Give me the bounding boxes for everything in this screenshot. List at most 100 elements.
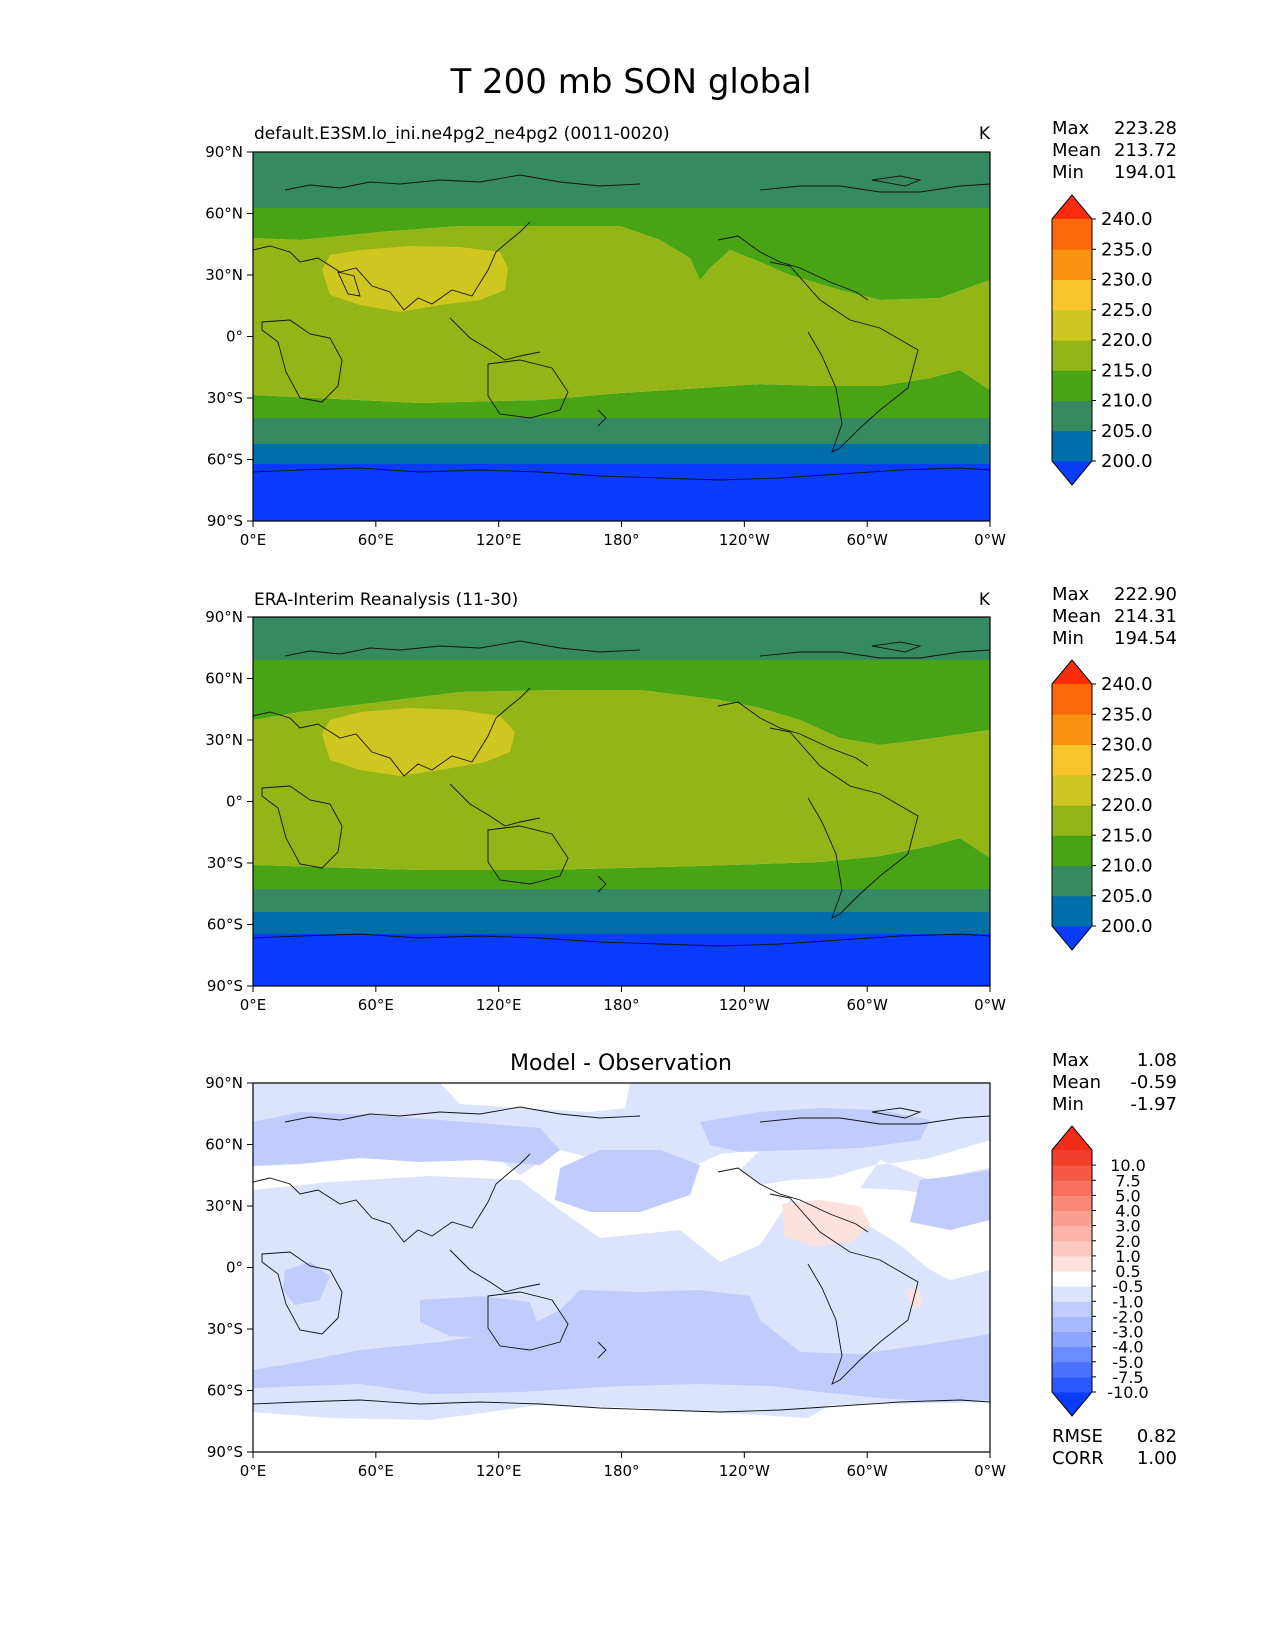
colorbar-tick-label: 1.0 xyxy=(1115,1247,1140,1266)
y-tick-label: 30°S xyxy=(207,1320,243,1338)
colorbar-reference: 240.0 235.0 230.0 225.0 220.0 215.0 210.0 205.0… xyxy=(1051,659,1153,951)
metrics-difference: RMSE 0.82 CORR 1.00 xyxy=(1052,1426,1177,1469)
colorbar-tick-label: 220.0 xyxy=(1101,795,1153,816)
diff-blue-n-pacific xyxy=(555,1150,700,1212)
axes-test: 0°E 60°E 120°E 180° 120°W 60°W 0°W 90°N 60°N 30°N… xyxy=(205,143,1006,549)
colorbar-segment xyxy=(1052,684,1092,715)
stats-test: Max 223.28 Mean 213.72 Min 194.01 xyxy=(1052,118,1177,183)
colorbar-segment xyxy=(1052,400,1092,432)
y-tick-label: 90°S xyxy=(207,1443,243,1461)
panel-difference-title: Model - Observation xyxy=(510,1051,732,1076)
stat-value-min: 194.54 xyxy=(1114,628,1177,649)
colorbar-segment xyxy=(1052,714,1092,745)
colorbar-tick-label: 210.0 xyxy=(1101,391,1153,412)
band-200-205 xyxy=(253,912,990,934)
colorbar-tick-label: 215.0 xyxy=(1101,825,1153,846)
colorbar-tick-label: -10.0 xyxy=(1107,1383,1148,1402)
colorbar-segment xyxy=(1052,1271,1092,1287)
colorbar-tick-label: 205.0 xyxy=(1101,886,1153,907)
diff-white-north xyxy=(440,1083,630,1112)
colorbar-segment xyxy=(1052,370,1092,401)
y-tick-label: 90°S xyxy=(207,977,243,995)
colorbar-tick-label: -3.0 xyxy=(1112,1323,1143,1342)
metric-label-rmse: RMSE xyxy=(1052,1426,1103,1447)
colorbar-tick-label: 7.5 xyxy=(1115,1171,1140,1190)
axes-reference: 0°E 60°E 120°E 180° 120°W 60°W 0°W 90°N 60°N 30°N… xyxy=(205,608,1006,1014)
panel-reference-units: K xyxy=(979,590,991,610)
colorbar-segment xyxy=(1052,895,1092,927)
colorbar-segment xyxy=(1052,1150,1092,1166)
colorbar-tick-label: 220.0 xyxy=(1101,330,1153,351)
colorbar-tick-label: -0.5 xyxy=(1112,1277,1143,1296)
stat-label-mean: Mean xyxy=(1052,140,1101,161)
colorbar-tick-label: 235.0 xyxy=(1101,704,1153,725)
diff-blue-north-atl xyxy=(253,1112,560,1166)
colorbar-tick-label: 4.0 xyxy=(1115,1202,1140,1221)
stat-label-min: Min xyxy=(1052,628,1084,649)
y-tick-label: 90°N xyxy=(205,143,243,161)
stat-label-max: Max xyxy=(1052,118,1090,139)
x-tick-label: 120°W xyxy=(719,531,770,549)
stat-value-mean: 213.72 xyxy=(1114,140,1177,161)
x-tick-label: 120°W xyxy=(719,996,770,1014)
stat-value-max: 1.08 xyxy=(1137,1050,1177,1071)
colorbar-segment xyxy=(1052,309,1092,341)
y-tick-label: 30°S xyxy=(207,854,243,872)
colorbar-segment xyxy=(1052,1316,1092,1332)
x-tick-label: 0°E xyxy=(240,996,267,1014)
figure-title: T 200 mb SON global xyxy=(449,62,811,102)
colorbar-segment xyxy=(1052,1180,1092,1196)
colorbar-tick-label: 3.0 xyxy=(1115,1217,1140,1236)
x-tick-label: 60°E xyxy=(358,996,394,1014)
colorbar-tick-label: -5.0 xyxy=(1112,1353,1143,1372)
colorbar-segment xyxy=(1052,1210,1092,1227)
y-tick-label: 30°N xyxy=(205,731,243,749)
colorbar-tick-label: 2.0 xyxy=(1115,1232,1140,1251)
colorbar-segment xyxy=(1052,774,1092,806)
colorbar-tick-label: 230.0 xyxy=(1101,270,1153,291)
panel-test: 0°E 60°E 120°E 180° 120°W 60°W 0°W 90°N 60°N 30°N… xyxy=(205,118,1177,549)
band-210-215-north xyxy=(253,190,990,300)
stats-difference: Max 1.08 Mean -0.59 Min -1.97 xyxy=(1052,1050,1177,1115)
coastlines-test xyxy=(253,174,990,481)
y-tick-label: 90°S xyxy=(207,512,243,530)
diff-blue-indian xyxy=(420,1296,540,1338)
colorbar-tick-label: -2.0 xyxy=(1112,1307,1143,1326)
colorbar-tick-label: 230.0 xyxy=(1101,735,1153,756)
colorbar-tick-label: 240.0 xyxy=(1101,674,1153,695)
y-tick-label: 60°S xyxy=(207,916,243,934)
band-205-210-south xyxy=(253,889,990,912)
colorbar-tick-label: 240.0 xyxy=(1101,209,1153,230)
colorbar-extend-low xyxy=(1052,461,1092,485)
colorbar-tick-label: 215.0 xyxy=(1101,360,1153,381)
colorbar-segment xyxy=(1052,249,1092,280)
panel-difference: 0°E 60°E 120°E 180° 120°W 60°W 0°W 90°N 60°N 30°N… xyxy=(205,1050,1177,1480)
tibet-220-225 xyxy=(322,246,508,312)
y-tick-label: 0° xyxy=(226,328,243,346)
panel-test-units: K xyxy=(979,124,991,144)
colorbar-tick-label: 235.0 xyxy=(1101,239,1153,260)
stats-reference: Max 222.90 Mean 214.31 Min 194.54 xyxy=(1052,584,1177,649)
axes-difference: 0°E 60°E 120°E 180° 120°W 60°W 0°W 90°N 60°N 30°N… xyxy=(205,1074,1006,1480)
colorbar-tick-label: 225.0 xyxy=(1101,765,1153,786)
band-200-205-edge xyxy=(253,444,990,461)
colorbar-extend-high xyxy=(1052,660,1092,684)
band-210-215-south xyxy=(253,370,990,418)
x-tick-label: 60°W xyxy=(846,996,888,1014)
metric-label-corr: CORR xyxy=(1052,1448,1104,1469)
x-tick-label: 120°E xyxy=(476,1462,522,1480)
colorbar-segment xyxy=(1052,865,1092,897)
panel-test-title: default.E3SM.lo_ini.ne4pg2_ne4pg2 (0011-… xyxy=(254,124,670,144)
colorbar-segment xyxy=(1052,1225,1092,1242)
map-field-difference xyxy=(253,1083,990,1452)
x-tick-label: 120°W xyxy=(719,1462,770,1480)
stat-value-min: -1.97 xyxy=(1130,1094,1177,1115)
diff-white-south xyxy=(253,1402,990,1452)
colorbar-segment xyxy=(1052,1376,1092,1393)
y-tick-label: 30°N xyxy=(205,266,243,284)
stat-value-min: 194.01 xyxy=(1114,162,1177,183)
stat-value-mean: -0.59 xyxy=(1130,1072,1177,1093)
colorbar-segment xyxy=(1052,835,1092,866)
diff-red-brazil xyxy=(906,1288,922,1310)
